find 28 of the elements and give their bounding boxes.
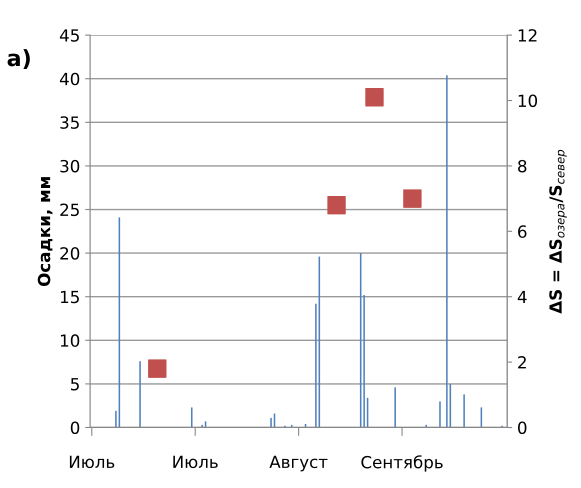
text: а) [8, 49, 30, 69]
point [327, 196, 346, 214]
y-tick-label: 45 [60, 29, 79, 42]
point [365, 88, 384, 106]
y-tick-label: 10 [60, 334, 80, 347]
y-tick-label: 0 [70, 421, 80, 434]
y-tick-label: 20 [60, 247, 80, 260]
y2-tick-label: 10 [518, 94, 538, 108]
y-axis-title: Осадки, мм [38, 177, 52, 286]
y2-tick-label: 4 [518, 290, 527, 304]
y-tick-label: 40 [60, 72, 80, 86]
x-tick-label: Сентябрь [361, 455, 443, 472]
x-tick-label: Август [269, 456, 328, 472]
y2-tick-label: 8 [518, 160, 526, 172]
y-tick-label: 15 [60, 290, 79, 304]
point [148, 359, 166, 378]
y-tick-label: 30 [60, 160, 80, 172]
y2-tick-label: 2 [518, 356, 526, 368]
y2-tick-label: 6 [518, 225, 526, 238]
y2-tick-label: 0 [518, 421, 526, 434]
y2-axis-title: ΔS = ΔS$_{озера}$/S$_{север}$ [549, 150, 567, 314]
y-tick-label: 25 [60, 203, 79, 216]
x-tick-label: Июль [70, 456, 114, 468]
y2-tick-label: 12 [518, 29, 536, 42]
point [403, 189, 422, 208]
y-tick-label: 35 [60, 116, 79, 129]
x-tick-label: Июль [173, 456, 218, 468]
y-tick-label: 5 [71, 378, 79, 390]
